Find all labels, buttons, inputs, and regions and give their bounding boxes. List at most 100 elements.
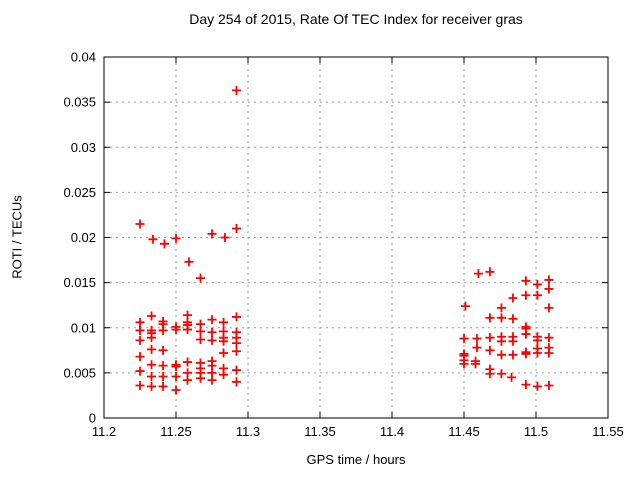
data-point: [485, 313, 495, 323]
data-point: [147, 371, 157, 381]
data-point: [183, 357, 193, 367]
x-tick-label: 11.25: [160, 424, 192, 439]
data-point: [472, 343, 482, 353]
data-point: [532, 290, 542, 300]
data-point: [532, 279, 542, 289]
y-tick-label: 0.025: [63, 185, 96, 200]
data-point: [158, 371, 168, 381]
data-point: [485, 333, 495, 343]
data-point: [521, 329, 531, 339]
data-point: [171, 362, 181, 372]
data-point: [231, 346, 241, 356]
data-point: [532, 335, 542, 345]
data-point: [231, 338, 241, 348]
y-tick-label: 0.04: [71, 50, 96, 65]
y-tick-label: 0.01: [71, 320, 96, 335]
data-point: [195, 334, 205, 344]
data-point: [207, 315, 217, 325]
data-point: [171, 325, 181, 335]
data-point: [532, 348, 542, 358]
y-tick-label: 0: [89, 411, 96, 426]
x-tick-label: 11.2: [92, 424, 116, 439]
data-point: [158, 381, 168, 391]
data-point: [219, 348, 229, 358]
x-tick-label: 11.4: [380, 424, 404, 439]
data-point: [171, 371, 181, 381]
data-point: [171, 385, 181, 395]
data-point: [135, 381, 145, 391]
data-point: [508, 314, 518, 324]
y-tick-label: 0.03: [71, 140, 96, 155]
data-point: [544, 303, 554, 313]
data-point: [231, 312, 241, 322]
data-point: [184, 257, 194, 267]
data-point: [544, 333, 554, 343]
data-point: [135, 317, 145, 327]
data-point: [195, 373, 205, 383]
data-point: [147, 360, 157, 370]
data-point: [183, 325, 193, 335]
y-tick-label: 0.02: [71, 230, 96, 245]
x-axis-label: GPS time / hours: [306, 452, 406, 467]
data-point: [496, 313, 506, 323]
data-point: [507, 372, 517, 382]
data-point: [459, 359, 469, 369]
data-point: [544, 381, 554, 391]
x-tick-label: 11.45: [448, 424, 480, 439]
data-point: [508, 350, 518, 360]
data-point: [147, 381, 157, 391]
data-point: [158, 325, 168, 335]
data-point: [195, 326, 205, 336]
data-point: [207, 335, 217, 345]
data-point: [207, 327, 217, 337]
data-point: [231, 377, 241, 387]
data-point: [532, 381, 542, 391]
data-point: [158, 361, 168, 371]
data-point: [231, 365, 241, 375]
data-point: [508, 336, 518, 346]
data-point: [147, 344, 157, 354]
data-point: [521, 276, 531, 286]
data-point: [496, 336, 506, 346]
data-point: [485, 345, 495, 355]
data-point: [135, 352, 145, 362]
data-point: [159, 239, 169, 249]
data-point: [207, 375, 217, 385]
data-point: [544, 284, 554, 294]
data-point: [219, 317, 229, 327]
data-point: [220, 233, 230, 242]
data-point: [207, 229, 217, 239]
data-point: [135, 366, 145, 376]
y-tick-label: 0.035: [63, 95, 96, 110]
data-point: [171, 233, 181, 243]
data-point: [460, 301, 470, 311]
data-point: [485, 267, 495, 277]
data-point: [148, 234, 158, 244]
y-tick-label: 0.015: [63, 275, 96, 290]
data-point: [496, 303, 506, 313]
data-point: [183, 375, 193, 385]
chart-title: Day 254 of 2015, Rate Of TEC Index for r…: [189, 11, 523, 27]
data-point: [219, 370, 229, 380]
data-point: [195, 273, 205, 283]
data-point: [135, 325, 145, 335]
data-point: [521, 380, 531, 390]
data-point: [544, 348, 554, 358]
data-point: [147, 311, 157, 321]
data-point: [521, 349, 531, 359]
data-point: [521, 290, 531, 300]
data-point: [459, 334, 469, 344]
data-point: [496, 369, 506, 379]
data-point: [473, 269, 483, 279]
data-point: [472, 334, 482, 344]
x-tick-label: 11.3: [236, 424, 260, 439]
data-point: [496, 350, 506, 360]
data-point: [231, 223, 241, 233]
data-point: [158, 345, 168, 355]
data-point: [485, 369, 495, 379]
x-tick-label: 11.35: [304, 424, 336, 439]
data-point: [544, 275, 554, 285]
data-point: [135, 219, 145, 229]
